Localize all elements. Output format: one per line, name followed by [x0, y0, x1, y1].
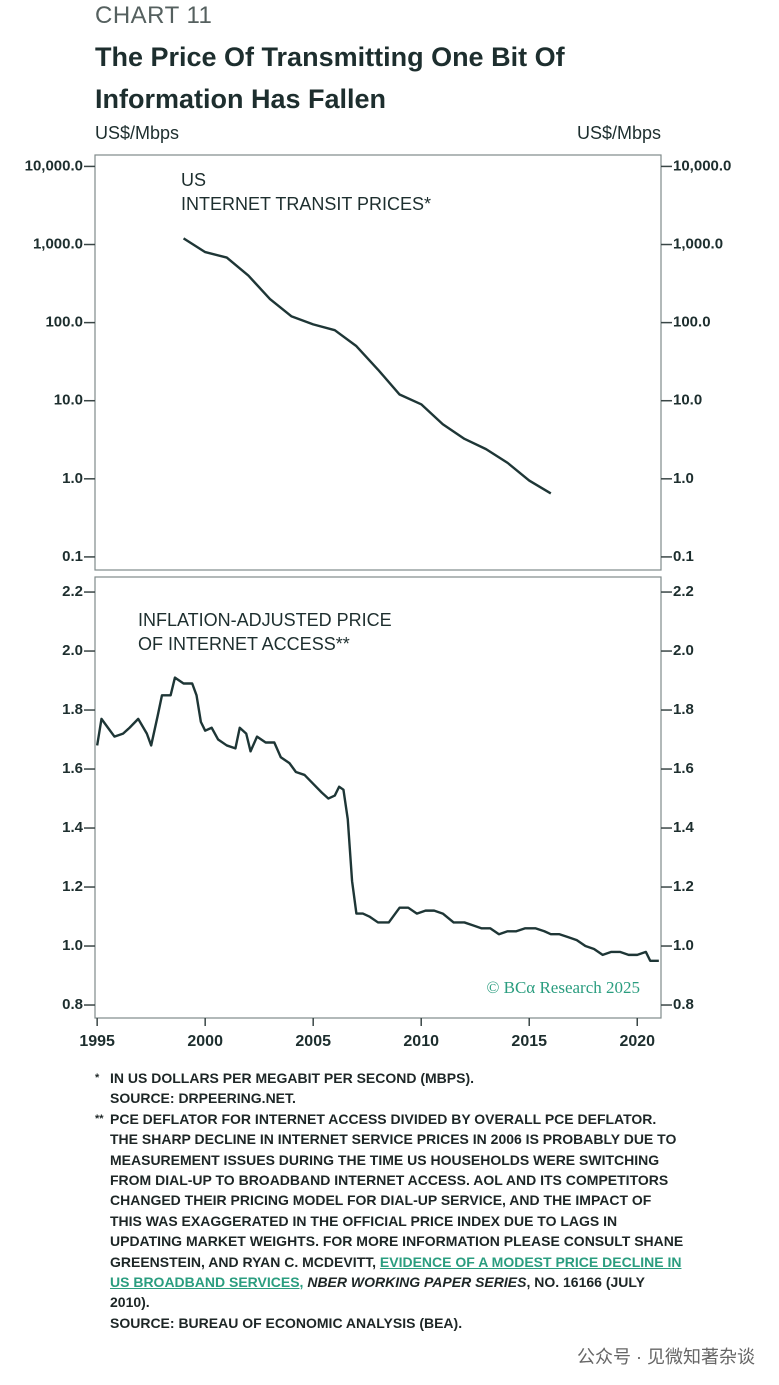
y-tick-label: 0.1	[62, 548, 83, 565]
data-line	[182, 237, 552, 495]
footnote-line: IN US DOLLARS PER MEGABIT PER SECOND (MB…	[110, 1070, 475, 1086]
y2-tick-label: 2.0	[673, 642, 694, 659]
y2-tick-label: 0.1	[673, 548, 694, 565]
chart-label: CHART 11	[95, 2, 213, 29]
x-tick-label: 1995	[79, 1033, 115, 1050]
y2-tick-label: 2.2	[673, 583, 694, 600]
annotation: INTERNET TRANSIT PRICES*	[181, 194, 431, 214]
footnotes: * IN US DOLLARS PER MEGABIT PER SECOND (…	[95, 1068, 685, 1333]
annotation: INFLATION-ADJUSTED PRICE	[138, 610, 392, 630]
data-line	[95, 676, 659, 962]
y2-tick-label: 10,000.0	[673, 157, 731, 174]
x-tick-label: 2010	[403, 1033, 439, 1050]
x-tick-label: 2020	[619, 1033, 655, 1050]
y-tick-label: 1.8	[62, 701, 83, 718]
footnote-rest: , NO. 16166 (JULY 2010).	[110, 1274, 645, 1311]
y-tick-label: 1.0	[62, 470, 83, 487]
footnote-source: SOURCE: BUREAU OF ECONOMIC ANALYSIS (BEA…	[110, 1314, 463, 1331]
y2-tick-label: 1.0	[673, 470, 694, 487]
x-tick-label: 2005	[295, 1033, 331, 1050]
y-tick-label: 10,000.0	[25, 157, 83, 174]
x-tick-label: 2000	[187, 1033, 223, 1050]
y2-axis-label: US$/Mbps	[577, 123, 661, 143]
footnote-link[interactable]: EVIDENCE OF A MODEST PRICE DECLINE IN US…	[110, 1253, 682, 1291]
source-watermark: © BCα Research 2025	[486, 978, 640, 997]
annotation: US	[181, 170, 206, 190]
y2-tick-label: 10.0	[673, 392, 702, 409]
y-tick-label: 1.6	[62, 760, 83, 777]
y2-tick-label: 1.4	[673, 819, 695, 836]
footnote-text: PCE DEFLATOR FOR INTERNET ACCESS DIVIDED…	[110, 1109, 685, 1333]
y2-tick-label: 0.8	[673, 996, 694, 1013]
footnote: * IN US DOLLARS PER MEGABIT PER SECOND (…	[95, 1068, 685, 1109]
y-tick-label: 1.4	[62, 819, 84, 836]
y-tick-label: 2.0	[62, 642, 83, 659]
y-axis-label: US$/Mbps	[95, 123, 179, 143]
footnote-marker: *	[95, 1072, 100, 1084]
y2-tick-label: 100.0	[673, 314, 711, 331]
x-tick-label: 2015	[511, 1033, 547, 1050]
y-tick-label: 0.8	[62, 996, 83, 1013]
y2-tick-label: 1.0	[673, 937, 694, 954]
y-tick-label: 10.0	[54, 392, 83, 409]
footnote-body: PCE DEFLATOR FOR INTERNET ACCESS DIVIDED…	[110, 1110, 684, 1270]
plot-frame	[94, 576, 662, 1019]
y2-tick-label: 1.8	[673, 701, 694, 718]
y2-tick-label: 1,000.0	[673, 235, 723, 252]
y-tick-label: 100.0	[45, 314, 83, 331]
y-tick-label: 1,000.0	[33, 235, 83, 252]
annotation: OF INTERNET ACCESS**	[138, 634, 350, 654]
chart-title: The Price Of Transmitting One Bit Of Inf…	[95, 42, 565, 114]
footnote: ** PCE DEFLATOR FOR INTERNET ACCESS DIVI…	[95, 1109, 685, 1333]
plot-frame	[94, 154, 662, 571]
y-tick-label: 2.2	[62, 583, 83, 600]
footnote-text: IN US DOLLARS PER MEGABIT PER SECOND (MB…	[110, 1068, 474, 1109]
y-tick-label: 1.0	[62, 937, 83, 954]
footnote-journal: NBER WORKING PAPER SERIES	[307, 1274, 527, 1291]
y2-tick-label: 1.6	[673, 760, 694, 777]
y2-tick-label: 1.2	[673, 878, 694, 895]
footnote-line: SOURCE: DRPEERING.NET.	[110, 1090, 296, 1107]
y-tick-label: 1.2	[62, 878, 83, 895]
footnote-marker: **	[95, 1112, 104, 1125]
overlay-watermark: 公众号 · 见微知著杂谈	[577, 1347, 755, 1367]
